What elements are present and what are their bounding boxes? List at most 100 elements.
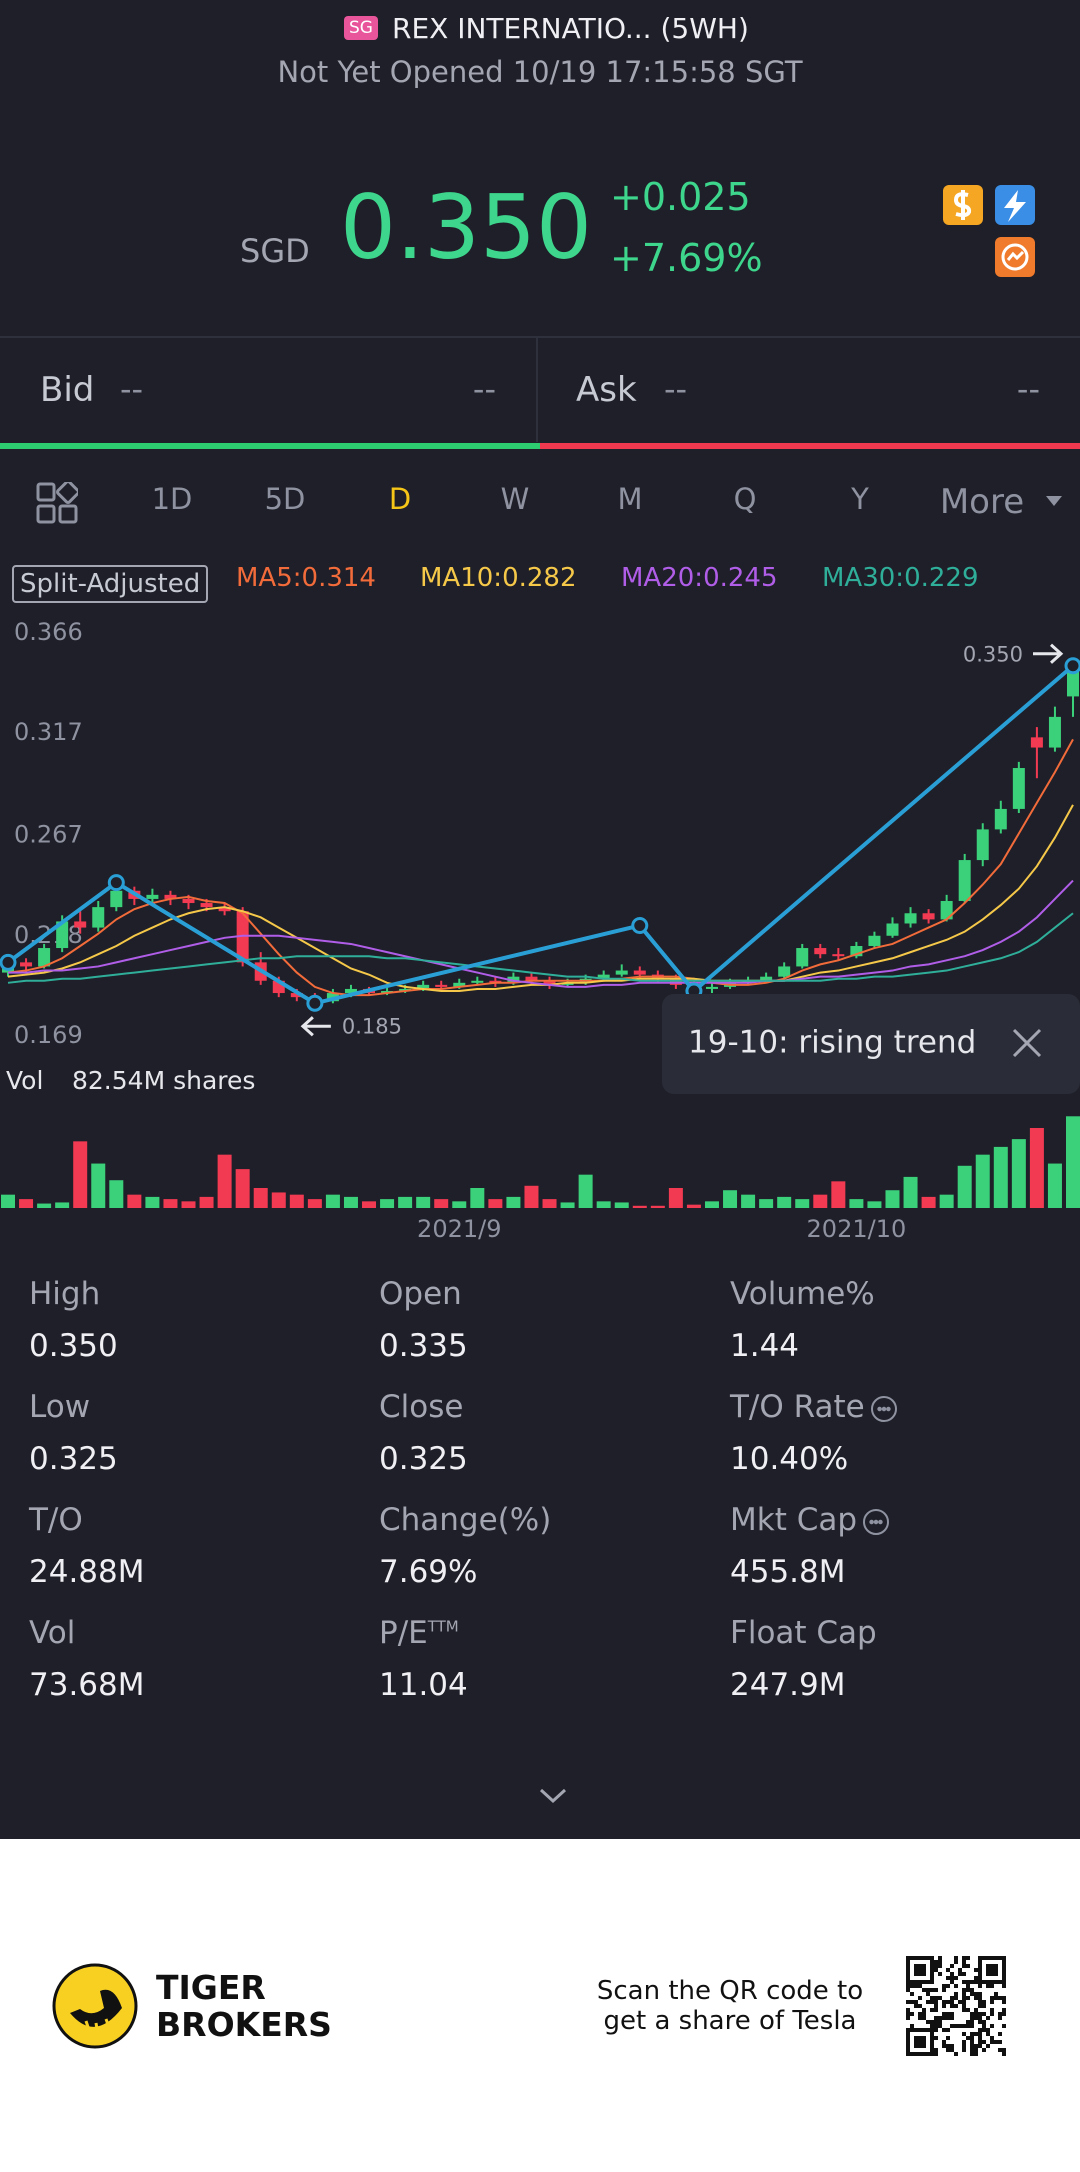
qr-module <box>966 1964 970 1968</box>
trend-point <box>306 994 324 1012</box>
stat-label: Volume% <box>730 1276 875 1312</box>
volume-bar <box>91 1163 106 1208</box>
qr-module <box>962 1972 966 1976</box>
layout-icon[interactable] <box>36 482 78 524</box>
qr-module <box>906 1984 910 1988</box>
qr-module <box>970 2044 974 2048</box>
price-change-pct: +7.69% <box>610 236 763 280</box>
qr-code[interactable] <box>906 1956 1006 2056</box>
qr-module <box>934 1996 938 2000</box>
currency: SGD <box>240 232 310 270</box>
period-tab[interactable]: Y <box>851 482 869 516</box>
qr-module <box>958 2024 962 2028</box>
qr-module <box>1002 1976 1006 1980</box>
candle-body <box>236 911 249 963</box>
ma-line <box>8 879 1074 988</box>
volume-bar <box>578 1174 593 1208</box>
qr-module <box>926 2028 930 2032</box>
qr-module <box>994 1980 998 1984</box>
qr-module <box>942 2028 946 2032</box>
qr-module <box>998 1996 1002 2000</box>
period-tab[interactable]: 1D <box>151 482 193 516</box>
volume-bar <box>434 1199 449 1208</box>
qr-module <box>938 1964 942 1968</box>
ma-line <box>7 912 1074 984</box>
volume-bar <box>723 1190 738 1208</box>
candle-body <box>814 948 827 955</box>
qr-module <box>930 2024 934 2028</box>
qr-module <box>906 1960 910 1964</box>
qr-module <box>906 2028 910 2032</box>
volume-bar <box>1029 1128 1044 1208</box>
period-tab[interactable]: Q <box>733 482 757 516</box>
info-icon[interactable] <box>870 1395 897 1422</box>
qr-module <box>950 2012 954 2016</box>
qr-module <box>1002 1960 1006 1964</box>
qr-module <box>950 1980 954 1984</box>
qr-module <box>906 1988 910 1992</box>
qr-module <box>910 2000 914 2004</box>
y-tick-label: 0.317 <box>14 718 83 746</box>
qr-module <box>966 2024 970 2028</box>
qr-module <box>978 2040 982 2044</box>
split-badge[interactable]: Split-Adjusted <box>12 565 209 603</box>
qr-module <box>970 2040 974 2044</box>
qr-module <box>994 2040 998 2044</box>
period-tab[interactable]: More <box>939 482 1025 522</box>
qr-module <box>914 2044 918 2048</box>
qr-module <box>934 2008 938 2012</box>
period-tab[interactable]: M <box>617 482 643 516</box>
qr-module <box>914 1956 918 1960</box>
qr-module <box>974 2012 978 2016</box>
qr-module <box>1002 1956 1006 1960</box>
qr-module <box>918 1980 922 1984</box>
trend-line <box>6 664 1075 1006</box>
y-tick-label: 0.267 <box>14 821 83 849</box>
ma-legend-item: MA20:0.245 <box>621 563 778 593</box>
volume-bar <box>55 1202 70 1208</box>
expand-chevron[interactable] <box>538 1786 568 1806</box>
volume-bar <box>885 1190 900 1208</box>
qr-module <box>962 1996 966 2000</box>
candle-body <box>561 982 574 985</box>
qr-module <box>926 1992 930 1996</box>
badge-icons[interactable] <box>940 182 1040 282</box>
qr-module <box>934 1988 938 1992</box>
qr-module <box>926 1988 930 1992</box>
candle-body <box>453 982 466 987</box>
qr-module <box>906 2052 910 2056</box>
period-tab[interactable]: D <box>388 482 412 516</box>
volume-bar <box>867 1201 882 1208</box>
qr-module <box>906 1968 910 1972</box>
qr-module <box>978 1976 982 1980</box>
stat-label: P/ETTM <box>379 1615 459 1651</box>
qr-module <box>922 2036 926 2040</box>
qr-module <box>914 2036 918 2040</box>
qr-module <box>966 1956 970 1960</box>
qr-module <box>914 1964 918 1968</box>
qr-module <box>982 1956 986 1960</box>
period-tab[interactable]: W <box>500 482 530 516</box>
qr-module <box>994 1996 998 2000</box>
qr-module <box>922 2028 926 2032</box>
qr-module <box>942 1988 946 1992</box>
bid-size: -- <box>472 370 496 408</box>
qr-module <box>922 2012 926 2016</box>
qr-module <box>946 2028 950 2032</box>
qr-module <box>946 2044 950 2048</box>
period-tab[interactable]: 5D <box>264 482 306 516</box>
qr-module <box>906 2012 910 2016</box>
candle-body <box>832 954 845 957</box>
volume-bar <box>560 1202 575 1208</box>
stat-label-text: Vol <box>29 1615 76 1651</box>
qr-module <box>950 2048 954 2052</box>
candle-body <box>164 894 177 899</box>
info-icon[interactable] <box>863 1508 890 1535</box>
popup-close[interactable] <box>1012 1028 1042 1058</box>
qr-module <box>986 1968 990 1972</box>
qr-module <box>930 1972 934 1976</box>
stat-label-text: Volume% <box>730 1276 875 1312</box>
qr-module <box>982 2040 986 2044</box>
volume-bar <box>109 1180 124 1208</box>
candle-body <box>904 913 917 924</box>
